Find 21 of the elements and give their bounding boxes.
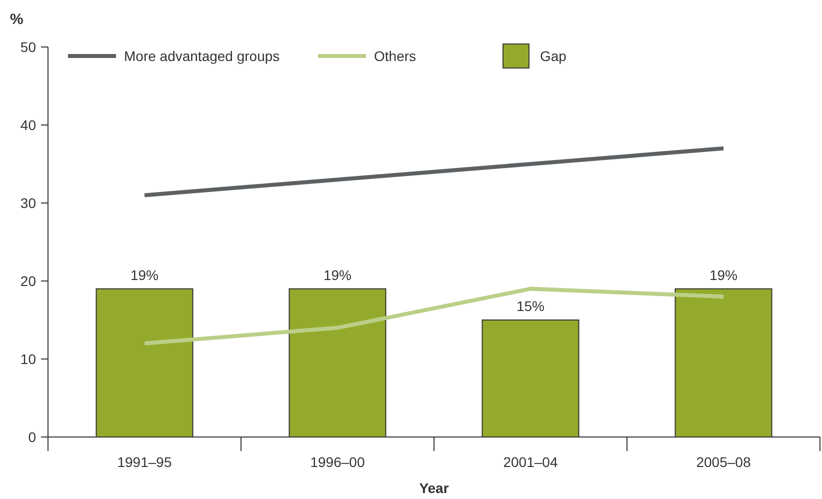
legend-label: Others [374, 48, 416, 64]
x-tick-label: 1991–95 [117, 454, 172, 470]
y-tick-label: 10 [20, 350, 36, 367]
y-tick-label: 0 [28, 428, 36, 445]
legend-label: More advantaged groups [124, 48, 280, 64]
x-tick-label: 2005–08 [696, 454, 751, 470]
y-tick-label: 50 [20, 38, 36, 55]
x-axis-title: Year [419, 480, 450, 496]
data-label: 19% [709, 266, 738, 283]
line-series [142, 286, 726, 346]
data-label: 19% [130, 266, 159, 283]
y-axis-title: % [10, 11, 24, 28]
legend-label: Gap [540, 48, 567, 64]
y-tick-label: 30 [20, 194, 36, 211]
x-tick-label: 2001–04 [503, 454, 558, 470]
line-series [142, 146, 726, 198]
y-tick-label: 20 [20, 272, 36, 289]
y-tick-label: 40 [20, 116, 36, 133]
data-label: 19% [323, 266, 352, 283]
data-label: 15% [516, 298, 545, 314]
x-tick-label: 1996–00 [310, 454, 365, 470]
